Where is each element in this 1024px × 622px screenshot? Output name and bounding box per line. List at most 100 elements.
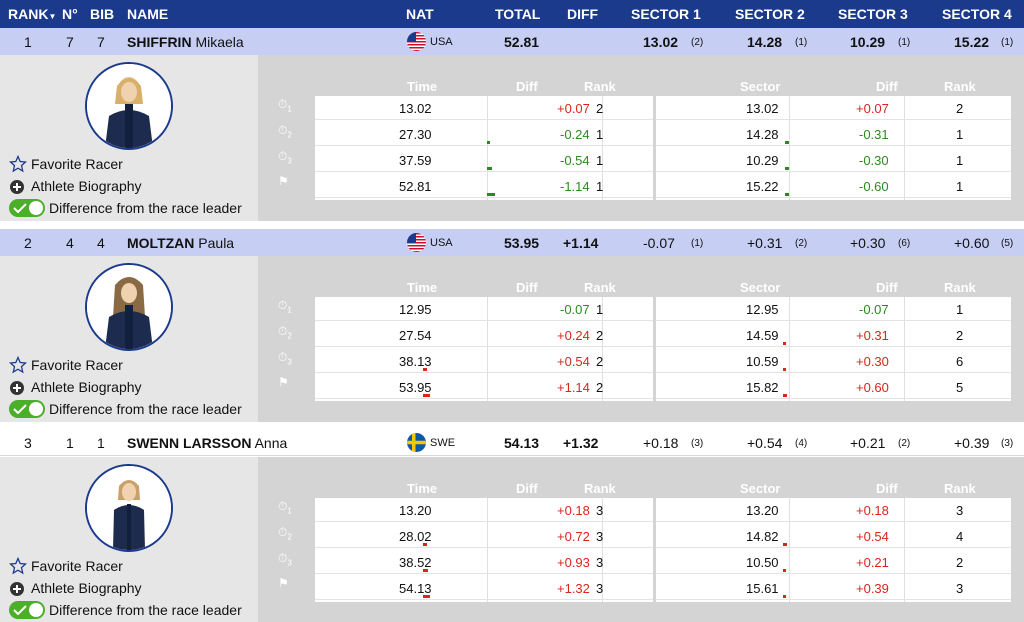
col-sector-rank: Rank bbox=[944, 79, 976, 94]
racer-nat: USA bbox=[430, 237, 453, 249]
stopwatch-icon: ⏱1 bbox=[278, 298, 292, 315]
table-row: 53.95 +1.14 2 bbox=[315, 375, 653, 399]
table-row: 15.22 -0.60 1 bbox=[656, 174, 1011, 198]
racer-last-name: SHIFFRIN bbox=[127, 34, 192, 50]
col-diff: Diff bbox=[516, 79, 538, 94]
sweden-flag-icon bbox=[407, 433, 426, 452]
sector2-value: 14.28 bbox=[747, 34, 783, 50]
racer-detail-panel: Favorite Racer Athlete Biography Differe… bbox=[0, 457, 1024, 622]
racer-first-name: Anna bbox=[254, 435, 288, 451]
sector3-rank: (1) bbox=[898, 37, 911, 48]
star-icon bbox=[9, 356, 27, 374]
racer-rank: 3 bbox=[24, 435, 32, 451]
table-row: 37.59 -0.54 1 bbox=[315, 148, 653, 172]
sector4-value: +0.60 bbox=[954, 235, 990, 251]
col-rank-header[interactable]: RANK▼ bbox=[8, 6, 57, 22]
racer-row[interactable]: 2 4 4 MOLTZAN Paula USA 53.95 +1.14 -0.0… bbox=[0, 229, 1024, 256]
usa-flag-icon bbox=[407, 233, 426, 252]
racer-row[interactable]: 1 7 7 SHIFFRIN Mikaela USA 52.81 13.02 (… bbox=[0, 28, 1024, 55]
sector1-value: 13.02 bbox=[643, 34, 679, 50]
sector3-value: +0.30 bbox=[850, 235, 886, 251]
racer-bib: 4 bbox=[97, 235, 105, 251]
sort-arrow-icon[interactable]: ▼ bbox=[48, 12, 57, 21]
racer-rank: 2 bbox=[24, 235, 32, 251]
racer-detail-panel: Favorite Racer Athlete Biography Differe… bbox=[0, 55, 1024, 221]
col-sector2-header: SECTOR 2 bbox=[735, 6, 805, 22]
split-table: 12.95 -0.07 1 27.54 +0.24 2 38.13 +0.54 2 53.9… bbox=[315, 297, 653, 401]
col-sector-rank: Rank bbox=[944, 280, 976, 295]
sector2-rank: (2) bbox=[795, 238, 808, 249]
table-row: 28.02 +0.72 3 bbox=[315, 524, 653, 548]
flag-icon: ⚑ bbox=[278, 174, 289, 188]
sector1-rank: (1) bbox=[691, 238, 704, 249]
athlete-info: Favorite Racer Athlete Biography Differe… bbox=[0, 256, 258, 422]
sector-table: 13.02 +0.07 2 14.28 -0.31 1 10.29 -0.30 1 15.2… bbox=[656, 96, 1011, 200]
toggle-switch[interactable] bbox=[9, 199, 45, 217]
usa-flag-icon bbox=[407, 32, 426, 51]
col-sector-diff: Diff bbox=[876, 481, 898, 496]
stopwatch-icon: ⏱2 bbox=[278, 525, 292, 542]
racer-diff: +1.32 bbox=[563, 435, 599, 451]
sector1-value: -0.07 bbox=[643, 235, 675, 251]
col-no-header: N° bbox=[62, 6, 78, 22]
table-row: 14.82 +0.54 4 bbox=[656, 524, 1011, 548]
sector2-rank: (1) bbox=[795, 37, 808, 48]
racer-last-name: MOLTZAN bbox=[127, 235, 195, 251]
col-time: Time bbox=[407, 79, 438, 94]
col-sector3-header: SECTOR 3 bbox=[838, 6, 908, 22]
sector4-rank: (3) bbox=[1001, 438, 1014, 449]
stopwatch-icon: ⏱2 bbox=[278, 324, 292, 341]
split-times-panel: Time Diff Rank Sector Diff Rank ⏱1 ⏱2 ⏱3… bbox=[258, 55, 1024, 221]
sector4-value: 15.22 bbox=[954, 34, 990, 50]
toggle-switch[interactable] bbox=[9, 601, 45, 619]
split-times-panel: Time Diff Rank Sector Diff Rank ⏱1 ⏱2 ⏱3… bbox=[258, 457, 1024, 622]
star-icon bbox=[9, 155, 27, 173]
split-table: 13.20 +0.18 3 28.02 +0.72 3 38.52 +0.93 3 54.1… bbox=[315, 498, 653, 602]
results-header: RANK▼ N° BIB NAME NAT TOTAL DIFF SECTOR … bbox=[0, 0, 1024, 28]
table-row: 15.61 +0.39 3 bbox=[656, 576, 1011, 600]
sector2-value: +0.54 bbox=[747, 435, 783, 451]
col-rank: Rank bbox=[584, 280, 616, 295]
col-time: Time bbox=[407, 481, 438, 496]
stopwatch-icon: ⏱3 bbox=[278, 350, 292, 367]
col-sector: Sector bbox=[740, 79, 781, 94]
table-row: 52.81 -1.14 1 bbox=[315, 174, 653, 198]
sector3-rank: (2) bbox=[898, 438, 911, 449]
toggle-switch[interactable] bbox=[9, 400, 45, 418]
sector4-rank: (1) bbox=[1001, 37, 1014, 48]
racer-no: 1 bbox=[66, 435, 74, 451]
sector1-rank: (2) bbox=[691, 37, 704, 48]
racer-detail-panel: Favorite Racer Athlete Biography Differe… bbox=[0, 256, 1024, 422]
racer-nat: USA bbox=[430, 36, 453, 48]
star-icon bbox=[9, 557, 27, 575]
racer-rank: 1 bbox=[24, 34, 32, 50]
table-row: 13.02 +0.07 2 bbox=[315, 96, 653, 120]
racer-total: 54.13 bbox=[504, 435, 540, 451]
table-row: 14.28 -0.31 1 bbox=[656, 122, 1011, 146]
col-nat-header: NAT bbox=[406, 6, 434, 22]
stopwatch-icon: ⏱3 bbox=[278, 149, 292, 166]
racer-total: 52.81 bbox=[504, 34, 540, 50]
racer-total: 53.95 bbox=[504, 235, 540, 251]
flag-icon: ⚑ bbox=[278, 375, 289, 389]
col-rank: Rank bbox=[584, 481, 616, 496]
col-diff: Diff bbox=[516, 481, 538, 496]
athlete-avatar[interactable] bbox=[85, 263, 173, 351]
table-row: 13.02 +0.07 2 bbox=[656, 96, 1011, 120]
athlete-avatar[interactable] bbox=[85, 464, 173, 552]
sector2-value: +0.31 bbox=[747, 235, 783, 251]
athlete-avatar[interactable] bbox=[85, 62, 173, 150]
stopwatch-icon: ⏱1 bbox=[278, 499, 292, 516]
stopwatch-icon: ⏱3 bbox=[278, 551, 292, 568]
racer-row[interactable]: 3 1 1 SWENN LARSSON Anna SWE 54.13 +1.32… bbox=[0, 429, 1024, 456]
plus-circle-icon bbox=[10, 582, 24, 596]
split-table: 13.02 +0.07 2 27.30 -0.24 1 37.59 -0.54 1 52.8… bbox=[315, 96, 653, 200]
table-row: 38.13 +0.54 2 bbox=[315, 349, 653, 373]
table-row: 10.29 -0.30 1 bbox=[656, 148, 1011, 172]
col-diff-header: DIFF bbox=[567, 6, 599, 22]
table-row: 14.59 +0.31 2 bbox=[656, 323, 1011, 347]
table-row: 13.20 +0.18 3 bbox=[656, 498, 1011, 522]
sector-table: 13.20 +0.18 3 14.82 +0.54 4 10.50 +0.21 2 15.6… bbox=[656, 498, 1011, 602]
racer-nat: SWE bbox=[430, 437, 456, 449]
plus-circle-icon bbox=[10, 381, 24, 395]
